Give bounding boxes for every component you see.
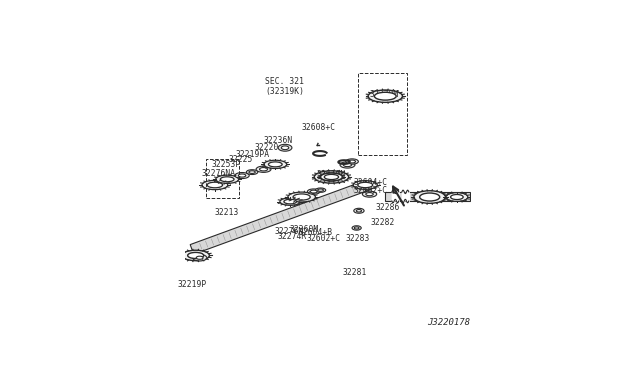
Bar — [385, 192, 470, 201]
Text: 32274R: 32274R — [278, 232, 307, 241]
Ellipse shape — [353, 181, 377, 189]
Text: 32225: 32225 — [228, 154, 253, 164]
Ellipse shape — [366, 193, 373, 196]
Text: 32220: 32220 — [254, 143, 278, 152]
Ellipse shape — [216, 175, 239, 183]
Text: 32219P: 32219P — [177, 279, 207, 289]
Text: 32270M: 32270M — [369, 90, 399, 99]
Ellipse shape — [235, 173, 249, 179]
Ellipse shape — [220, 177, 234, 182]
Ellipse shape — [288, 192, 316, 202]
Text: 32608+C: 32608+C — [302, 123, 336, 132]
Ellipse shape — [280, 198, 301, 205]
Ellipse shape — [207, 182, 223, 188]
Ellipse shape — [284, 199, 296, 204]
Ellipse shape — [414, 191, 445, 203]
Ellipse shape — [320, 173, 343, 181]
Ellipse shape — [282, 146, 289, 150]
Text: 32286: 32286 — [375, 203, 399, 212]
Ellipse shape — [196, 256, 203, 259]
Ellipse shape — [451, 195, 463, 199]
Ellipse shape — [355, 227, 359, 229]
Text: 32604+C: 32604+C — [354, 178, 388, 187]
Ellipse shape — [321, 173, 342, 181]
Ellipse shape — [260, 167, 268, 171]
Text: 32219PA: 32219PA — [235, 150, 269, 159]
Ellipse shape — [356, 209, 362, 212]
Ellipse shape — [202, 180, 228, 190]
Ellipse shape — [278, 144, 292, 151]
Text: 32260M: 32260M — [289, 225, 318, 234]
Polygon shape — [190, 180, 370, 254]
Text: 32276N: 32276N — [275, 227, 304, 235]
Text: 32213: 32213 — [215, 208, 239, 217]
Ellipse shape — [256, 166, 271, 172]
Ellipse shape — [316, 188, 326, 192]
Ellipse shape — [354, 208, 364, 213]
Ellipse shape — [344, 163, 351, 167]
Ellipse shape — [324, 174, 339, 180]
Text: 32236N: 32236N — [263, 136, 292, 145]
Ellipse shape — [314, 171, 349, 183]
Ellipse shape — [374, 92, 396, 100]
Ellipse shape — [249, 171, 255, 173]
Ellipse shape — [307, 189, 320, 194]
Text: 32282: 32282 — [371, 218, 395, 227]
Ellipse shape — [420, 193, 440, 201]
Ellipse shape — [358, 182, 372, 188]
Ellipse shape — [193, 254, 207, 261]
Ellipse shape — [349, 160, 355, 163]
Ellipse shape — [246, 170, 258, 174]
Bar — [205, 159, 239, 198]
Text: 32610N: 32610N — [316, 170, 346, 179]
Ellipse shape — [268, 162, 282, 167]
Ellipse shape — [264, 160, 287, 169]
Text: 32253P: 32253P — [212, 160, 241, 169]
Ellipse shape — [310, 190, 317, 193]
Ellipse shape — [188, 253, 204, 259]
Ellipse shape — [293, 194, 310, 200]
Text: 32281: 32281 — [343, 268, 367, 277]
Bar — [358, 73, 407, 155]
Text: 32604+B: 32604+B — [299, 228, 333, 237]
Text: 32283: 32283 — [346, 234, 370, 243]
Ellipse shape — [346, 159, 358, 164]
Ellipse shape — [340, 162, 355, 168]
Ellipse shape — [446, 193, 468, 201]
Ellipse shape — [352, 226, 361, 230]
Text: 32602+C: 32602+C — [307, 234, 340, 243]
Ellipse shape — [362, 191, 377, 197]
Text: 32276NA: 32276NA — [202, 169, 236, 178]
Ellipse shape — [238, 174, 246, 177]
Text: J3220178: J3220178 — [427, 318, 470, 327]
Text: SEC. 321
(32319K): SEC. 321 (32319K) — [265, 77, 304, 96]
Text: 32602+C: 32602+C — [354, 186, 388, 195]
Ellipse shape — [368, 90, 403, 102]
Ellipse shape — [182, 250, 209, 261]
Ellipse shape — [317, 189, 323, 191]
